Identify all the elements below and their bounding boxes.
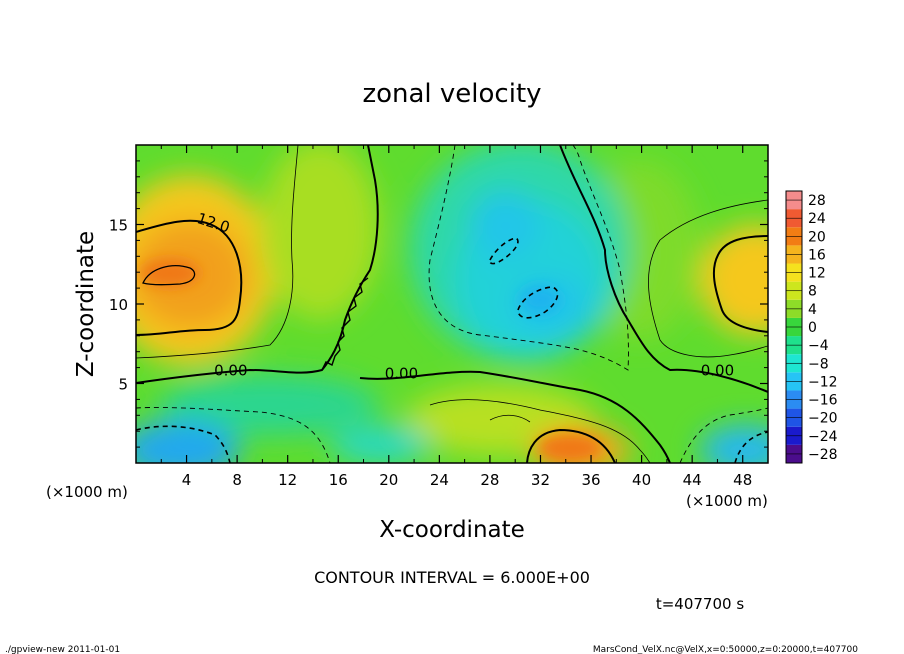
colorbar-label: 16 bbox=[808, 247, 826, 263]
contour-neg12-mid bbox=[517, 286, 559, 319]
contour-neg6-west-surface bbox=[136, 407, 331, 463]
contour-label: 0.00 bbox=[214, 362, 247, 380]
contour-12-east bbox=[712, 235, 768, 333]
contour-0-lower bbox=[359, 370, 671, 463]
contour-6-west bbox=[136, 145, 299, 359]
contour-neg12-east-surface bbox=[734, 431, 768, 463]
colorbar-label: −12 bbox=[808, 374, 838, 390]
colorbar-label: 8 bbox=[808, 284, 817, 300]
footer-right: MarsCond_VelX.nc@VelX,x=0:50000,z=0:2000… bbox=[593, 645, 858, 654]
colorbar-label: 0 bbox=[808, 320, 817, 336]
x-unit-label-right: (×1000 m) bbox=[686, 492, 768, 510]
x-tick-label-40: 40 bbox=[632, 471, 651, 489]
contour-6-east bbox=[648, 199, 768, 358]
contour-label: 0.00 bbox=[385, 365, 418, 383]
x-axis: 4 8 12 16 20 24 28 32 36 40 44 48 bbox=[160, 145, 752, 489]
colorbar-label: 24 bbox=[808, 211, 826, 227]
y-axis: 5 10 15 bbox=[109, 160, 768, 448]
y-axis-label: Z-coordinate bbox=[73, 231, 99, 377]
contour-labels: 12.00.00 0.00 0.00 bbox=[195, 209, 734, 383]
contour-12-west bbox=[136, 219, 243, 336]
x-tick-label-28: 28 bbox=[480, 471, 499, 489]
x-axis-label: X-coordinate bbox=[379, 517, 525, 543]
y-tick-label-5: 5 bbox=[118, 376, 128, 394]
contour-neg12-west-surface bbox=[136, 425, 231, 463]
x-tick-label-24: 24 bbox=[430, 471, 449, 489]
x-tick-label-8: 8 bbox=[232, 471, 242, 489]
colorbar-label: 12 bbox=[808, 266, 826, 282]
x-tick-label-36: 36 bbox=[581, 471, 600, 489]
contour-6-low-inner bbox=[489, 414, 531, 423]
contour-18-west bbox=[142, 265, 196, 286]
colorbar-label: 4 bbox=[808, 302, 817, 318]
plot-area: 12.00.00 0.00 0.00 bbox=[136, 145, 768, 463]
y-tick-label-15: 15 bbox=[109, 217, 128, 235]
footer-left: ./gpview-new 2011-01-01 bbox=[5, 645, 120, 654]
contour-ragged-edge bbox=[321, 277, 369, 371]
colorbar-label: −4 bbox=[808, 338, 829, 354]
chart-title: zonal velocity bbox=[362, 79, 541, 109]
contour-0-main bbox=[136, 145, 379, 384]
time-text: t=407700 s bbox=[656, 595, 744, 613]
colorbar-label: −20 bbox=[808, 411, 838, 427]
colorbar-label: −16 bbox=[808, 393, 838, 409]
y-tick-label-10: 10 bbox=[109, 296, 128, 314]
x-tick-label-20: 20 bbox=[379, 471, 398, 489]
colorbar-label: −8 bbox=[808, 356, 829, 372]
x-unit-label-left: (×1000 m) bbox=[46, 483, 128, 501]
x-tick-label-16: 16 bbox=[329, 471, 348, 489]
contour-0-east bbox=[559, 145, 768, 393]
x-tick-label-12: 12 bbox=[278, 471, 297, 489]
contour-6-low bbox=[429, 399, 651, 463]
contour-lines bbox=[136, 145, 768, 463]
contour-12-low bbox=[526, 428, 616, 463]
contour-neg6-center bbox=[428, 145, 629, 371]
contour-neg6-east-surface bbox=[679, 407, 768, 463]
contour-label: 0.00 bbox=[701, 362, 734, 380]
x-tick-label-32: 32 bbox=[531, 471, 550, 489]
contour-neg12-upper bbox=[489, 237, 519, 265]
colorbar-label: 28 bbox=[808, 193, 826, 209]
field-blobs bbox=[136, 145, 768, 463]
x-tick-label-48: 48 bbox=[733, 471, 752, 489]
contour-interval-text: CONTOUR INTERVAL = 6.000E+00 bbox=[314, 568, 590, 587]
colorbar: 28 24 20 16 12 8 4 0 −4 −8 −12 −16 −20 −24 −28 bbox=[785, 190, 838, 464]
x-tick-label-44: 44 bbox=[683, 471, 702, 489]
colorbar-label: −24 bbox=[808, 429, 838, 445]
colorbar-label: −28 bbox=[808, 447, 838, 463]
x-tick-label-4: 4 bbox=[182, 471, 192, 489]
colorbar-label: 20 bbox=[808, 229, 826, 245]
